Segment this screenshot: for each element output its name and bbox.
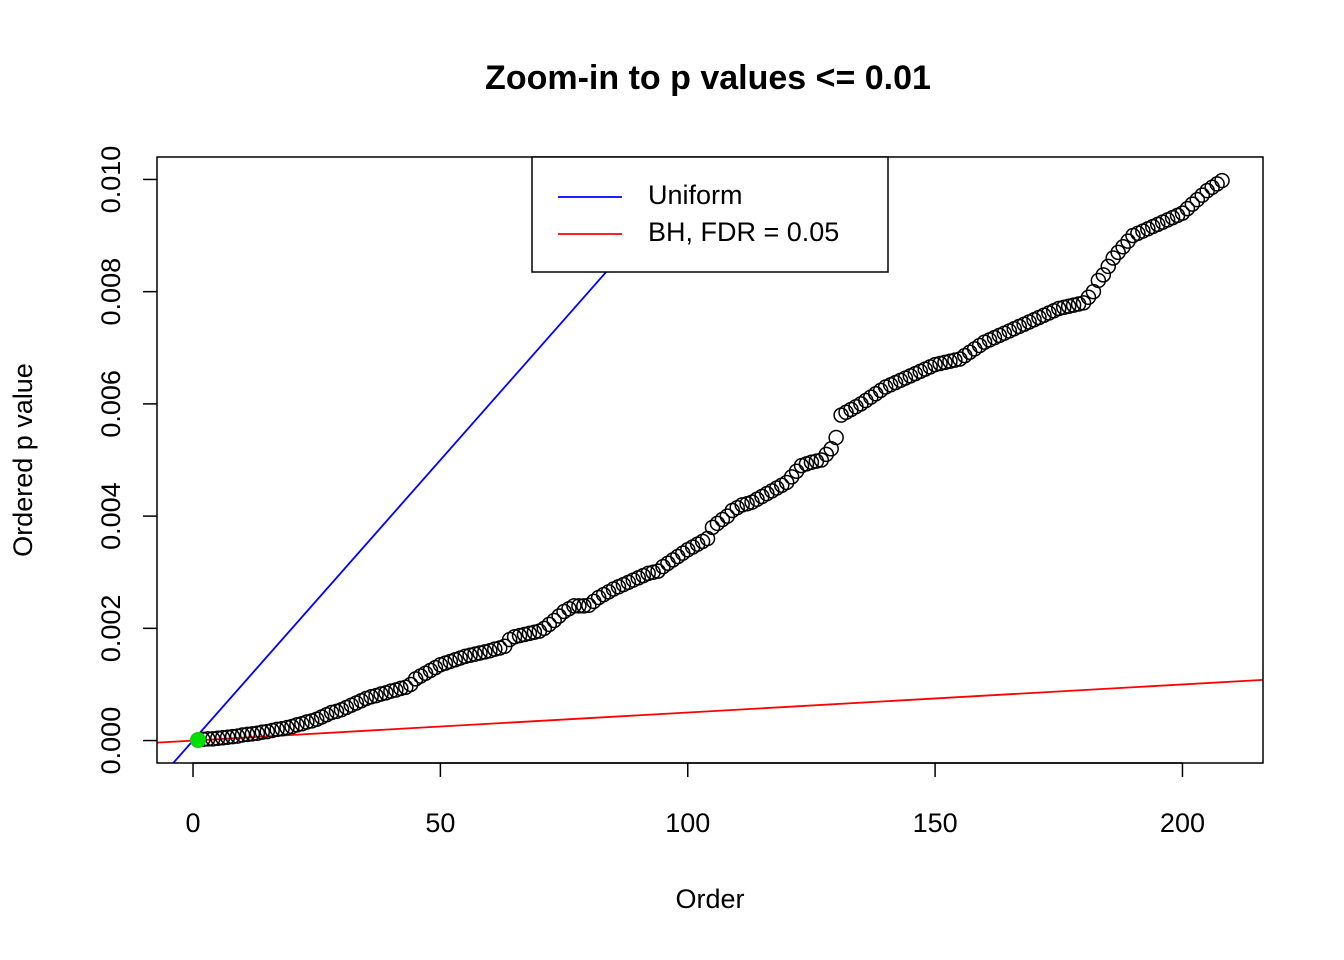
point — [1184, 196, 1201, 212]
legend-box — [531, 156, 889, 273]
reference-line — [157, 678, 1263, 744]
legend-label: BH, FDR = 0.05 — [648, 217, 839, 247]
point — [571, 598, 587, 614]
point — [239, 726, 256, 743]
point — [541, 616, 557, 633]
point — [566, 598, 582, 614]
x-tick-label: 50 — [425, 808, 455, 838]
x-axis-label: Order — [675, 884, 744, 914]
point — [576, 598, 592, 614]
point — [1179, 200, 1196, 217]
point — [1209, 176, 1225, 192]
point — [1214, 172, 1230, 189]
point — [1194, 187, 1210, 203]
point — [1095, 267, 1112, 283]
point — [1189, 191, 1206, 208]
point — [219, 729, 236, 745]
y-tick-label: 0.008 — [96, 258, 126, 326]
point — [828, 429, 844, 446]
point — [1105, 250, 1121, 266]
point — [650, 563, 666, 579]
point — [214, 730, 231, 746]
x-tick-label: 200 — [1160, 808, 1205, 838]
point — [788, 463, 805, 479]
highlight-point — [189, 731, 206, 748]
point — [704, 519, 721, 536]
point — [1174, 205, 1191, 221]
point — [1115, 239, 1131, 255]
point — [551, 608, 567, 624]
point — [536, 620, 553, 637]
point — [813, 452, 830, 468]
point — [244, 726, 261, 742]
legend: Uniform BH, FDR = 0.05 — [531, 156, 889, 273]
point — [1090, 272, 1107, 289]
point — [709, 515, 726, 532]
y-tick-label: 0.000 — [96, 707, 126, 775]
chart-title: Zoom-in to p values <= 0.01 — [485, 59, 931, 97]
y-tick-label: 0.002 — [96, 595, 126, 663]
legend-label: Uniform — [648, 180, 743, 210]
point — [402, 676, 419, 693]
point — [234, 727, 251, 743]
point — [1100, 258, 1117, 275]
point — [1080, 289, 1097, 306]
x-tick-label: 0 — [186, 808, 201, 838]
y-tick-label: 0.010 — [96, 146, 126, 214]
point — [254, 724, 271, 740]
x-tick-label: 150 — [913, 808, 958, 838]
point — [210, 730, 226, 747]
reference-line — [172, 157, 709, 763]
y-tick-label: 0.006 — [96, 370, 126, 438]
point — [269, 721, 285, 738]
x-tick-label: 100 — [665, 808, 710, 838]
points — [189, 172, 1230, 748]
point — [714, 511, 731, 528]
point — [1075, 295, 1092, 311]
y-axis-label: Ordered p value — [8, 363, 38, 557]
reference-lines — [157, 157, 1263, 763]
y-tick-label: 0.004 — [96, 482, 126, 550]
point — [546, 612, 562, 629]
point — [719, 508, 736, 524]
point — [1120, 233, 1136, 249]
point — [783, 469, 800, 485]
point — [778, 474, 795, 491]
point — [224, 728, 241, 745]
point — [581, 597, 597, 614]
point — [1110, 244, 1126, 261]
point — [818, 446, 835, 463]
